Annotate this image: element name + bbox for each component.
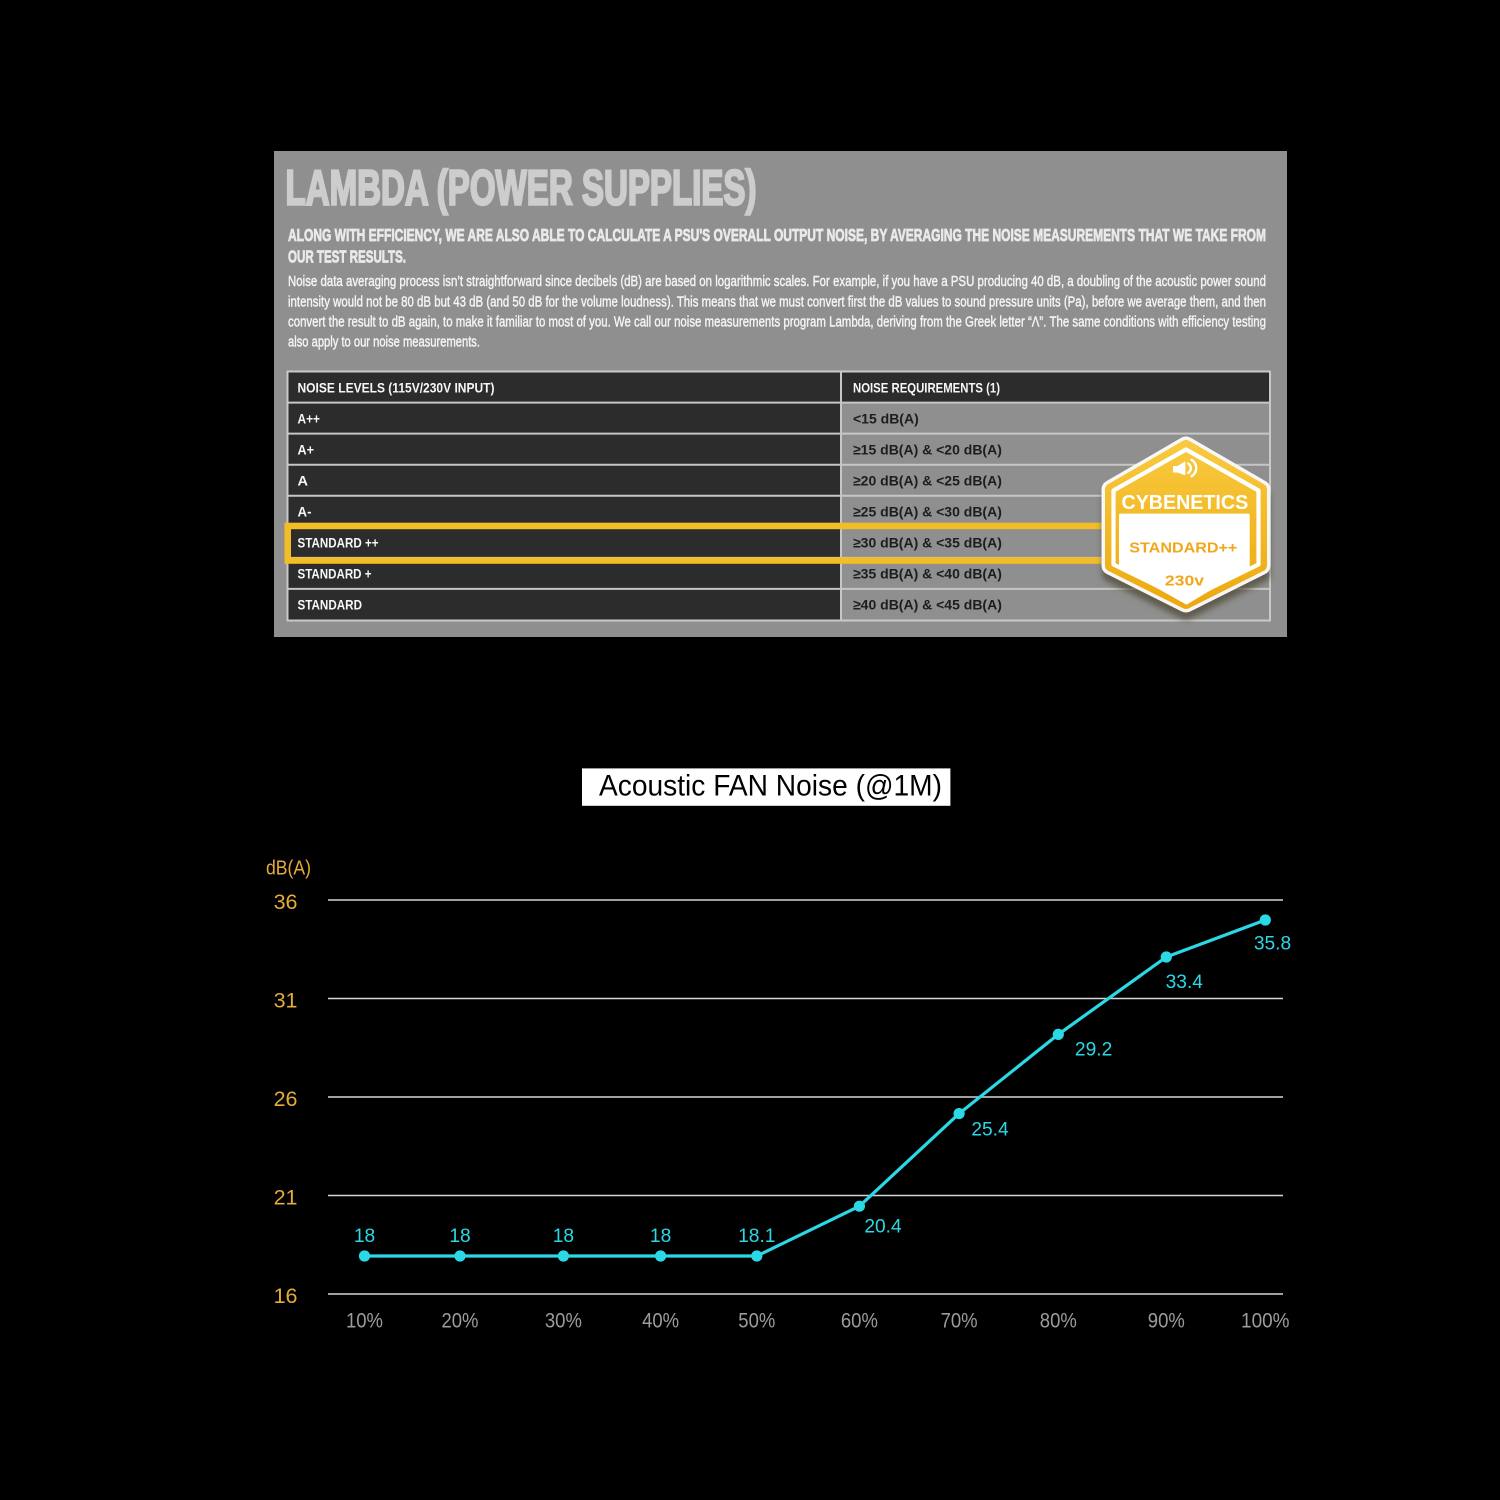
svg-text:Noise data averaging process i: Noise data averaging process isn’t strai… [288,274,1266,290]
svg-text:≥15 dB(A) & <20 dB(A): ≥15 dB(A) & <20 dB(A) [853,442,1002,458]
svg-text:60%: 60% [841,1310,878,1333]
svg-text:convert the result to dB again: convert the result to dB again, to make … [288,314,1266,330]
svg-text:35.8: 35.8 [1254,933,1291,954]
svg-text:230v: 230v [1165,574,1204,590]
svg-text:dB(A): dB(A) [266,857,311,880]
svg-text:100%: 100% [1241,1310,1290,1333]
svg-text:30%: 30% [545,1310,582,1333]
svg-text:A++: A++ [298,411,321,427]
svg-text:18: 18 [650,1226,671,1247]
svg-text:NOISE REQUIREMENTS (1): NOISE REQUIREMENTS (1) [853,380,1000,396]
svg-text:≥20 dB(A) & <25 dB(A): ≥20 dB(A) & <25 dB(A) [853,473,1002,489]
svg-text:16: 16 [274,1284,298,1308]
svg-text:LAMBDA (POWER SUPPLIES): LAMBDA (POWER SUPPLIES) [286,162,757,216]
svg-text:33.4: 33.4 [1166,972,1204,993]
svg-text:70%: 70% [941,1310,978,1333]
svg-text:20%: 20% [442,1310,479,1333]
svg-text:A-: A- [298,504,312,520]
svg-text:≥25 dB(A) & <30 dB(A): ≥25 dB(A) & <30 dB(A) [853,504,1002,520]
svg-text:20.4: 20.4 [864,1216,902,1237]
svg-text:18: 18 [449,1226,470,1247]
svg-text:A: A [298,473,309,489]
svg-text:80%: 80% [1040,1310,1077,1333]
svg-text:31: 31 [274,989,298,1013]
svg-text:50%: 50% [738,1310,775,1333]
svg-text:18: 18 [553,1226,574,1247]
svg-text:OUR TEST RESULTS.: OUR TEST RESULTS. [288,247,406,267]
svg-text:also apply to our noise measur: also apply to our noise measurements. [288,335,480,351]
svg-text:STANDARD: STANDARD [298,597,363,613]
svg-text:ALONG WITH EFFICIENCY, WE ARE: ALONG WITH EFFICIENCY, WE ARE ALSO ABLE … [288,225,1266,245]
svg-text:STANDARD +: STANDARD + [298,566,372,582]
svg-text:90%: 90% [1148,1310,1185,1333]
svg-text:CYBENETICS: CYBENETICS [1122,492,1249,514]
svg-text:NOISE LEVELS (115V/230V INPUT): NOISE LEVELS (115V/230V INPUT) [298,380,495,396]
svg-text:40%: 40% [642,1310,679,1333]
svg-text:≥40 dB(A) & <45 dB(A): ≥40 dB(A) & <45 dB(A) [853,597,1002,613]
svg-text:STANDARD ++: STANDARD ++ [298,535,379,551]
svg-text:29.2: 29.2 [1075,1039,1112,1060]
svg-text:A+: A+ [298,442,315,458]
svg-text:<15 dB(A): <15 dB(A) [853,411,919,427]
svg-text:10%: 10% [346,1310,383,1333]
svg-text:18: 18 [354,1226,375,1247]
svg-text:Acoustic FAN Noise (@1M): Acoustic FAN Noise (@1M) [599,770,942,803]
svg-text:21: 21 [274,1186,298,1210]
svg-text:36: 36 [274,890,298,914]
svg-text:STANDARD++: STANDARD++ [1129,540,1237,557]
svg-text:intensity would not be 80 dB b: intensity would not be 80 dB but 43 dB (… [288,294,1266,310]
svg-text:18.1: 18.1 [738,1226,775,1247]
svg-text:25.4: 25.4 [971,1119,1009,1140]
svg-text:26: 26 [274,1087,298,1111]
svg-text:≥35 dB(A) & <40 dB(A): ≥35 dB(A) & <40 dB(A) [853,566,1002,582]
svg-text:≥30 dB(A) & <35 dB(A): ≥30 dB(A) & <35 dB(A) [853,535,1002,551]
